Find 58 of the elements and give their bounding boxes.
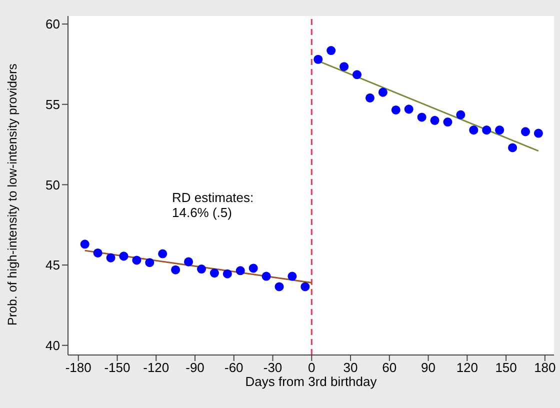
point [93,248,102,258]
point [443,118,452,127]
point [80,240,90,249]
x-tick-label: -30 [263,360,282,376]
y-tick-label: 50 [46,177,60,192]
point [391,105,400,114]
point [222,269,232,278]
point [482,126,492,135]
point [520,127,530,136]
point [288,272,297,281]
x-tick-label: -60 [224,360,244,376]
point [417,112,426,122]
x-tick-label: 90 [421,360,436,376]
point [171,265,180,274]
point [262,272,271,281]
x-tick-label: -150 [104,360,130,376]
point [326,46,336,56]
point [495,126,504,135]
point [274,282,284,292]
x-tick-label: 120 [456,360,478,376]
point [145,258,154,268]
point [248,264,258,273]
point [119,252,128,261]
x-tick-label: 30 [343,360,358,376]
point [184,257,194,266]
point [106,253,116,262]
point [378,88,388,97]
point [352,70,362,80]
point [158,249,168,258]
x-tick-label: 0 [308,360,316,376]
annotation: 14.6% (.5) [172,205,233,220]
point [132,256,142,265]
point [508,143,518,152]
point [340,62,349,72]
point [365,93,374,102]
y-tick-label: 40 [46,338,60,353]
point [469,126,478,135]
y-tick-label: 55 [46,96,60,112]
x-tick-label: -180 [65,360,92,376]
point [534,128,543,138]
point [300,282,310,292]
point [404,104,414,114]
x-tick-label: -90 [186,360,204,376]
x-axis-title: Days from 3rd birthday [245,374,378,389]
x-tick-label: -120 [143,360,170,376]
point [196,264,206,274]
x-tick-label: 150 [495,360,517,376]
x-tick-label: 180 [534,360,556,376]
annotation: RD estimates: [172,190,254,205]
y-tick-label: 60 [46,16,60,32]
x-tick-label: 60 [382,360,397,376]
point [456,110,466,120]
y-tick-label: 45 [46,258,60,273]
point [210,268,219,278]
point [236,266,245,276]
y-axis-title: Prob. of high-intensity to low-intensity providers [5,64,20,326]
point [314,54,323,64]
point [430,116,440,125]
